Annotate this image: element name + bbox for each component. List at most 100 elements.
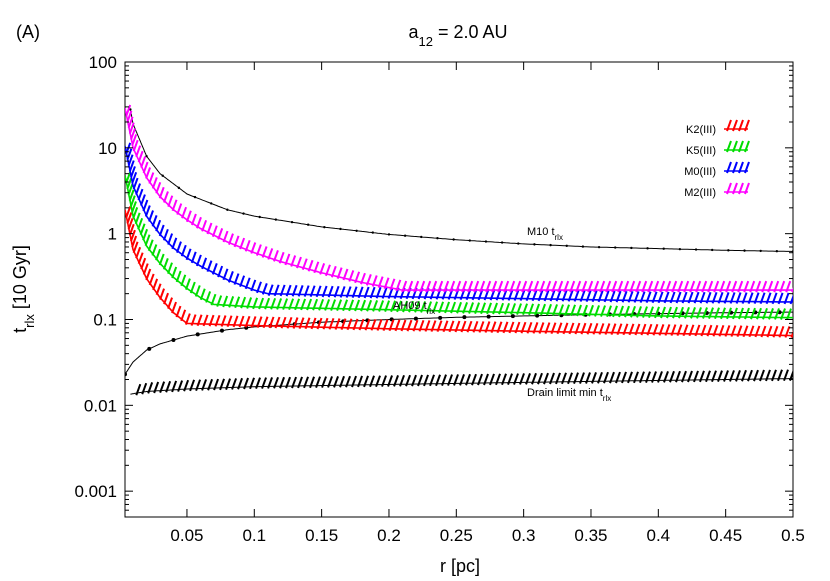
series-1-hatch (167, 262, 173, 275)
legend-entry-hatch (732, 119, 738, 132)
series-0-hatch (592, 322, 599, 335)
series-0-hatch (232, 315, 239, 328)
reference-curve-2-hatch (285, 376, 291, 389)
series-0-hatch (460, 320, 467, 333)
legend-entry-hatch (732, 140, 738, 153)
series-3-hatch (125, 104, 132, 117)
series-1-hatch (642, 306, 648, 318)
series-0-hatch (208, 314, 215, 327)
series-3-hatch (211, 225, 218, 238)
series-0-hatch (125, 206, 132, 218)
series-0-hatch (159, 288, 166, 300)
series-2-hatch (217, 265, 224, 278)
series-2-hatch (227, 271, 234, 283)
series-2-hatch (597, 290, 604, 303)
series-0-hatch (580, 322, 587, 335)
series-1-hatch (510, 303, 516, 315)
legend-entry-hatch (744, 182, 750, 195)
series-1-hatch (158, 253, 165, 266)
series-2-hatch (351, 286, 358, 299)
series-1-hatch (600, 305, 606, 317)
series-2-hatch (369, 286, 376, 299)
series-2-hatch (222, 268, 229, 281)
series-3-hatch (581, 280, 588, 293)
series-0-hatch (126, 212, 133, 224)
reference-curve-2-hatch (321, 376, 327, 388)
reference-curve-0-point (694, 248, 698, 251)
series-2-hatch (627, 291, 634, 303)
series-0-hatch (754, 325, 761, 338)
series-1-hatch (142, 228, 149, 241)
reference-curve-1-point (413, 316, 418, 321)
series-0-hatch (502, 321, 509, 334)
series-2-hatch (195, 254, 202, 267)
series-2-hatch (185, 248, 192, 261)
series-3-hatch (617, 280, 624, 293)
series-2-hatch (561, 289, 568, 302)
series-3-hatch (713, 280, 720, 293)
reference-curve-0-point (710, 248, 714, 252)
reference-curve-2-hatch (243, 377, 249, 390)
reference-curve-1-point (462, 315, 467, 320)
series-2-hatch (759, 292, 766, 305)
series-2-hatch (132, 177, 139, 190)
reference-curve-2-hatch (417, 374, 423, 387)
series-3-hatch (233, 235, 240, 248)
series-3-hatch (743, 280, 750, 293)
reference-curve-2-hatch (441, 374, 447, 386)
reference-curve-2-hatch (663, 371, 669, 383)
series-3-hatch (641, 280, 648, 293)
series-3-hatch (155, 181, 162, 194)
legend-entry-hatch (744, 119, 750, 132)
series-0-hatch (682, 324, 689, 337)
series-1-hatch (456, 301, 463, 314)
reference-curve-2-hatch (369, 375, 375, 388)
series-2-hatch (128, 160, 135, 172)
reference-curve-2-hatch (153, 381, 160, 394)
series-3-hatch (689, 280, 696, 293)
reference-curve-2-hatch (225, 378, 232, 390)
reference-curve-2-hatch (141, 382, 148, 395)
reference-curve-0-point (306, 223, 310, 226)
series-1-hatch (660, 306, 666, 319)
series-2-hatch (357, 286, 364, 299)
series-2-hatch (651, 291, 658, 304)
series-1-hatch (210, 293, 217, 306)
series-2-hatch (663, 291, 670, 304)
series-3-hatch (635, 280, 642, 293)
series-1-hatch (396, 300, 403, 313)
reference-curve-2-hatch (705, 370, 711, 383)
reference-curve-2-hatch (303, 376, 309, 389)
series-2-hatch (615, 290, 622, 303)
series-1-hatch (594, 305, 600, 317)
reference-curve-2-hatch (681, 370, 687, 383)
series-1-hatch (540, 303, 546, 316)
series-0-hatch (250, 316, 257, 328)
reference-curve-2-hatch (171, 380, 178, 393)
series-2-hatch (211, 263, 218, 275)
series-2-hatch (639, 291, 646, 303)
series-1-hatch (480, 302, 487, 315)
series-1-hatch (147, 239, 154, 252)
series-1-hatch (528, 303, 534, 316)
reference-curve-0-point (177, 186, 181, 190)
series-0-hatch (382, 319, 389, 331)
reference-curve-2-hatch (639, 371, 645, 384)
series-2-hatch (148, 210, 154, 222)
series-3-hatch (719, 280, 726, 293)
series-0-hatch (430, 320, 437, 332)
series-0-hatch (760, 325, 767, 338)
series-0-hatch (196, 314, 203, 327)
series-3-hatch (273, 250, 279, 262)
series-0-hatch (736, 325, 743, 337)
series-0-hatch (137, 252, 144, 265)
series-3-hatch (196, 216, 202, 229)
series-1-hatch (132, 207, 139, 219)
series-1-hatch (246, 297, 253, 309)
series-3-hatch (383, 277, 390, 290)
legend-entry-hatch (726, 119, 732, 132)
reference-curve-0-point (565, 244, 568, 248)
series-2-hatch (381, 287, 388, 299)
series-2-hatch (777, 292, 784, 305)
